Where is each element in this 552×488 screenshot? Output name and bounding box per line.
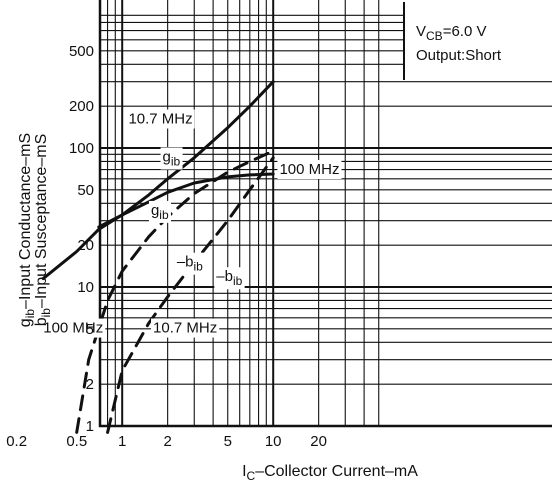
annotation-ann-bib-2: –bib xyxy=(216,268,242,288)
annotation-ann-100-right: 100 MHz xyxy=(279,161,339,178)
x-tick-label: 0.5 xyxy=(66,433,87,450)
y-tick-label: 50 xyxy=(77,182,94,199)
annotation-ann-gib-low: gib xyxy=(151,202,169,222)
x-axis-title: IC–Collector Current–mA xyxy=(242,463,418,483)
annotation-bg xyxy=(160,147,183,170)
x-tick-label: 2 xyxy=(163,433,171,450)
annotation-ann-10.7-low: 10.7 MHz xyxy=(153,320,217,337)
conditions-panel xyxy=(404,2,552,80)
conditions-box: VCB=6.0 V Output:Short xyxy=(403,2,552,80)
annotation-bg xyxy=(214,267,245,290)
y-tick-label: 500 xyxy=(69,43,94,60)
output-condition: Output:Short xyxy=(416,47,502,64)
curve-gib-100 xyxy=(97,172,275,229)
annotation-bg xyxy=(148,200,171,223)
tick-labels: 0.2 0.5 1 2 5 10 20125102050100200500IC–Collec… xyxy=(6,43,418,483)
annotation-ann-gib-top: gib xyxy=(163,148,181,168)
annotation-ann-100-left: 100 MHz xyxy=(43,320,103,337)
curves xyxy=(41,80,275,434)
y-axis-title-susceptance: bib–Input Susceptance–mS xyxy=(33,134,53,327)
curve-gib-10.7 xyxy=(41,80,275,281)
x-tick-label: 5 xyxy=(224,433,232,450)
annotation-bg xyxy=(277,160,342,180)
annotation-ann-bib-1: –bib xyxy=(177,254,203,274)
x-tick-label: 1 xyxy=(118,433,126,450)
y-tick-label: 2 xyxy=(86,376,94,393)
curve-bib-10.7 xyxy=(106,156,275,434)
y-tick-label: 1 xyxy=(86,418,94,435)
curve-bib-100 xyxy=(75,149,275,434)
y-axis-title-conductance: gib–Input Conductance–mS xyxy=(17,133,37,327)
annotation-bg xyxy=(126,109,195,129)
x-tick-label: 20 xyxy=(310,433,327,450)
y-tick-label: 20 xyxy=(77,237,94,254)
y-tick-label: 200 xyxy=(69,98,94,115)
y-axis-title-2: bib–Input Susceptance–mS xyxy=(33,134,53,327)
labels: 10.7 MHz gib 100 MHz gib –bib –bib 100 MHz 10.7… xyxy=(41,109,342,338)
annotation-ann-10.7-top: 10.7 MHz xyxy=(128,111,192,128)
x-tick-label: 0.2 xyxy=(6,433,27,450)
y-tick-label: 100 xyxy=(69,140,94,157)
y-tick-label: 10 xyxy=(77,279,94,296)
plot-frame xyxy=(98,0,552,428)
y-tick-label: 5 xyxy=(86,321,94,338)
annotation-bg xyxy=(151,318,220,338)
x-tick-label: 10 xyxy=(265,433,282,450)
y-axis-title-1: gib–Input Conductance–mS xyxy=(17,133,37,327)
annotation-bg xyxy=(174,252,206,275)
vcb-condition: VCB=6.0 V xyxy=(416,23,486,43)
annotation-bg xyxy=(41,318,106,338)
